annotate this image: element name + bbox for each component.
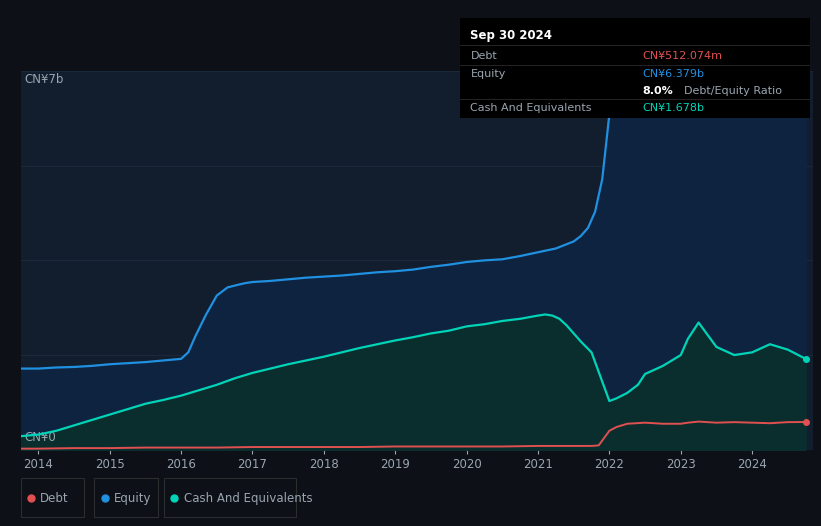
FancyBboxPatch shape — [164, 478, 296, 517]
Text: Sep 30 2024: Sep 30 2024 — [470, 28, 553, 42]
Text: 8.0%: 8.0% — [642, 86, 672, 96]
Text: Debt: Debt — [470, 51, 498, 61]
Text: Equity: Equity — [470, 69, 506, 79]
Text: Debt: Debt — [40, 492, 69, 504]
Text: CN¥512.074m: CN¥512.074m — [642, 51, 722, 61]
FancyBboxPatch shape — [94, 478, 158, 517]
Text: Equity: Equity — [114, 492, 152, 504]
Text: Debt/Equity Ratio: Debt/Equity Ratio — [684, 86, 782, 96]
Text: Cash And Equivalents: Cash And Equivalents — [184, 492, 313, 504]
Text: CN¥6.379b: CN¥6.379b — [642, 69, 704, 79]
FancyBboxPatch shape — [21, 478, 85, 517]
Text: CN¥0: CN¥0 — [25, 431, 56, 444]
Text: CN¥1.678b: CN¥1.678b — [642, 103, 704, 113]
Text: CN¥7b: CN¥7b — [25, 73, 64, 86]
Text: Cash And Equivalents: Cash And Equivalents — [470, 103, 592, 113]
